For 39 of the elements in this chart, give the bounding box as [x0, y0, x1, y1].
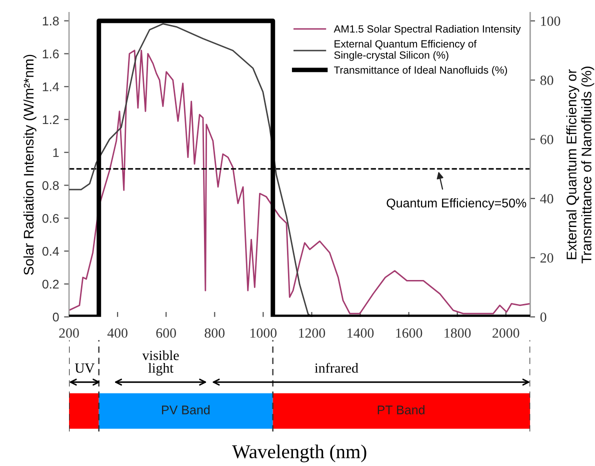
legend-label: AM1.5 Solar Spectral Radiation Intensity: [334, 25, 521, 35]
y-tick-label: 1.4: [42, 82, 59, 92]
text: visible light: [142, 350, 179, 376]
text: infrared: [314, 362, 358, 373]
y-tick-label: 0.6: [42, 214, 59, 223]
x-tick-label: 1600: [396, 328, 422, 338]
y2-tick-label: 60: [540, 134, 554, 144]
y2-tick-label: 0: [540, 312, 546, 322]
legend-label: Transmittance of Ideal Nanofluids (%): [334, 66, 507, 76]
x-tick-label: 600: [156, 328, 176, 338]
line-series: [69, 23, 312, 317]
x-tick-label: 1800: [444, 328, 471, 338]
y2-tick-label: 80: [540, 76, 554, 86]
y-tick-label: 0.4: [42, 246, 59, 256]
y2-tick-label: 20: [540, 253, 554, 263]
text: Wavelength (nm): [232, 444, 366, 462]
x-tick-label: 800: [204, 328, 225, 338]
y-tick-label: 0: [52, 312, 59, 322]
y-tick-label: 1: [53, 148, 59, 157]
y2-axis-title: External Quantum Efficiency or Transmittance of Nanofluids (%): [566, 66, 594, 264]
text: PT Band: [378, 405, 424, 414]
annotation: Quantum Efficiency=50%: [386, 198, 526, 210]
x-tick-label: 1000: [250, 328, 277, 338]
y-tick-label: 1.2: [42, 115, 59, 124]
y2-tick-label: 40: [540, 194, 554, 204]
text: UV: [74, 364, 95, 373]
y-tick-label: 0.2: [42, 280, 59, 289]
x-tick-label: 1200: [299, 328, 326, 338]
y-tick-label: 1.6: [42, 50, 59, 58]
x-tick-label: 400: [107, 328, 128, 338]
y-tick-label: 1.8: [42, 16, 59, 26]
x-tick-label: 2000: [492, 328, 520, 338]
x-tick-label: 200: [59, 328, 79, 338]
y-tick-label: 0.8: [42, 181, 59, 190]
y2-tick-label: 100: [541, 16, 560, 26]
x-tick-label: 1400: [348, 328, 374, 338]
text: PV Band: [162, 405, 210, 414]
legend-label: External Quantum Efficiency of Single-crystal Silicon (%): [334, 40, 477, 61]
y-axis-title: Solar Radiation Intensity (W/m²*nm): [23, 54, 36, 275]
